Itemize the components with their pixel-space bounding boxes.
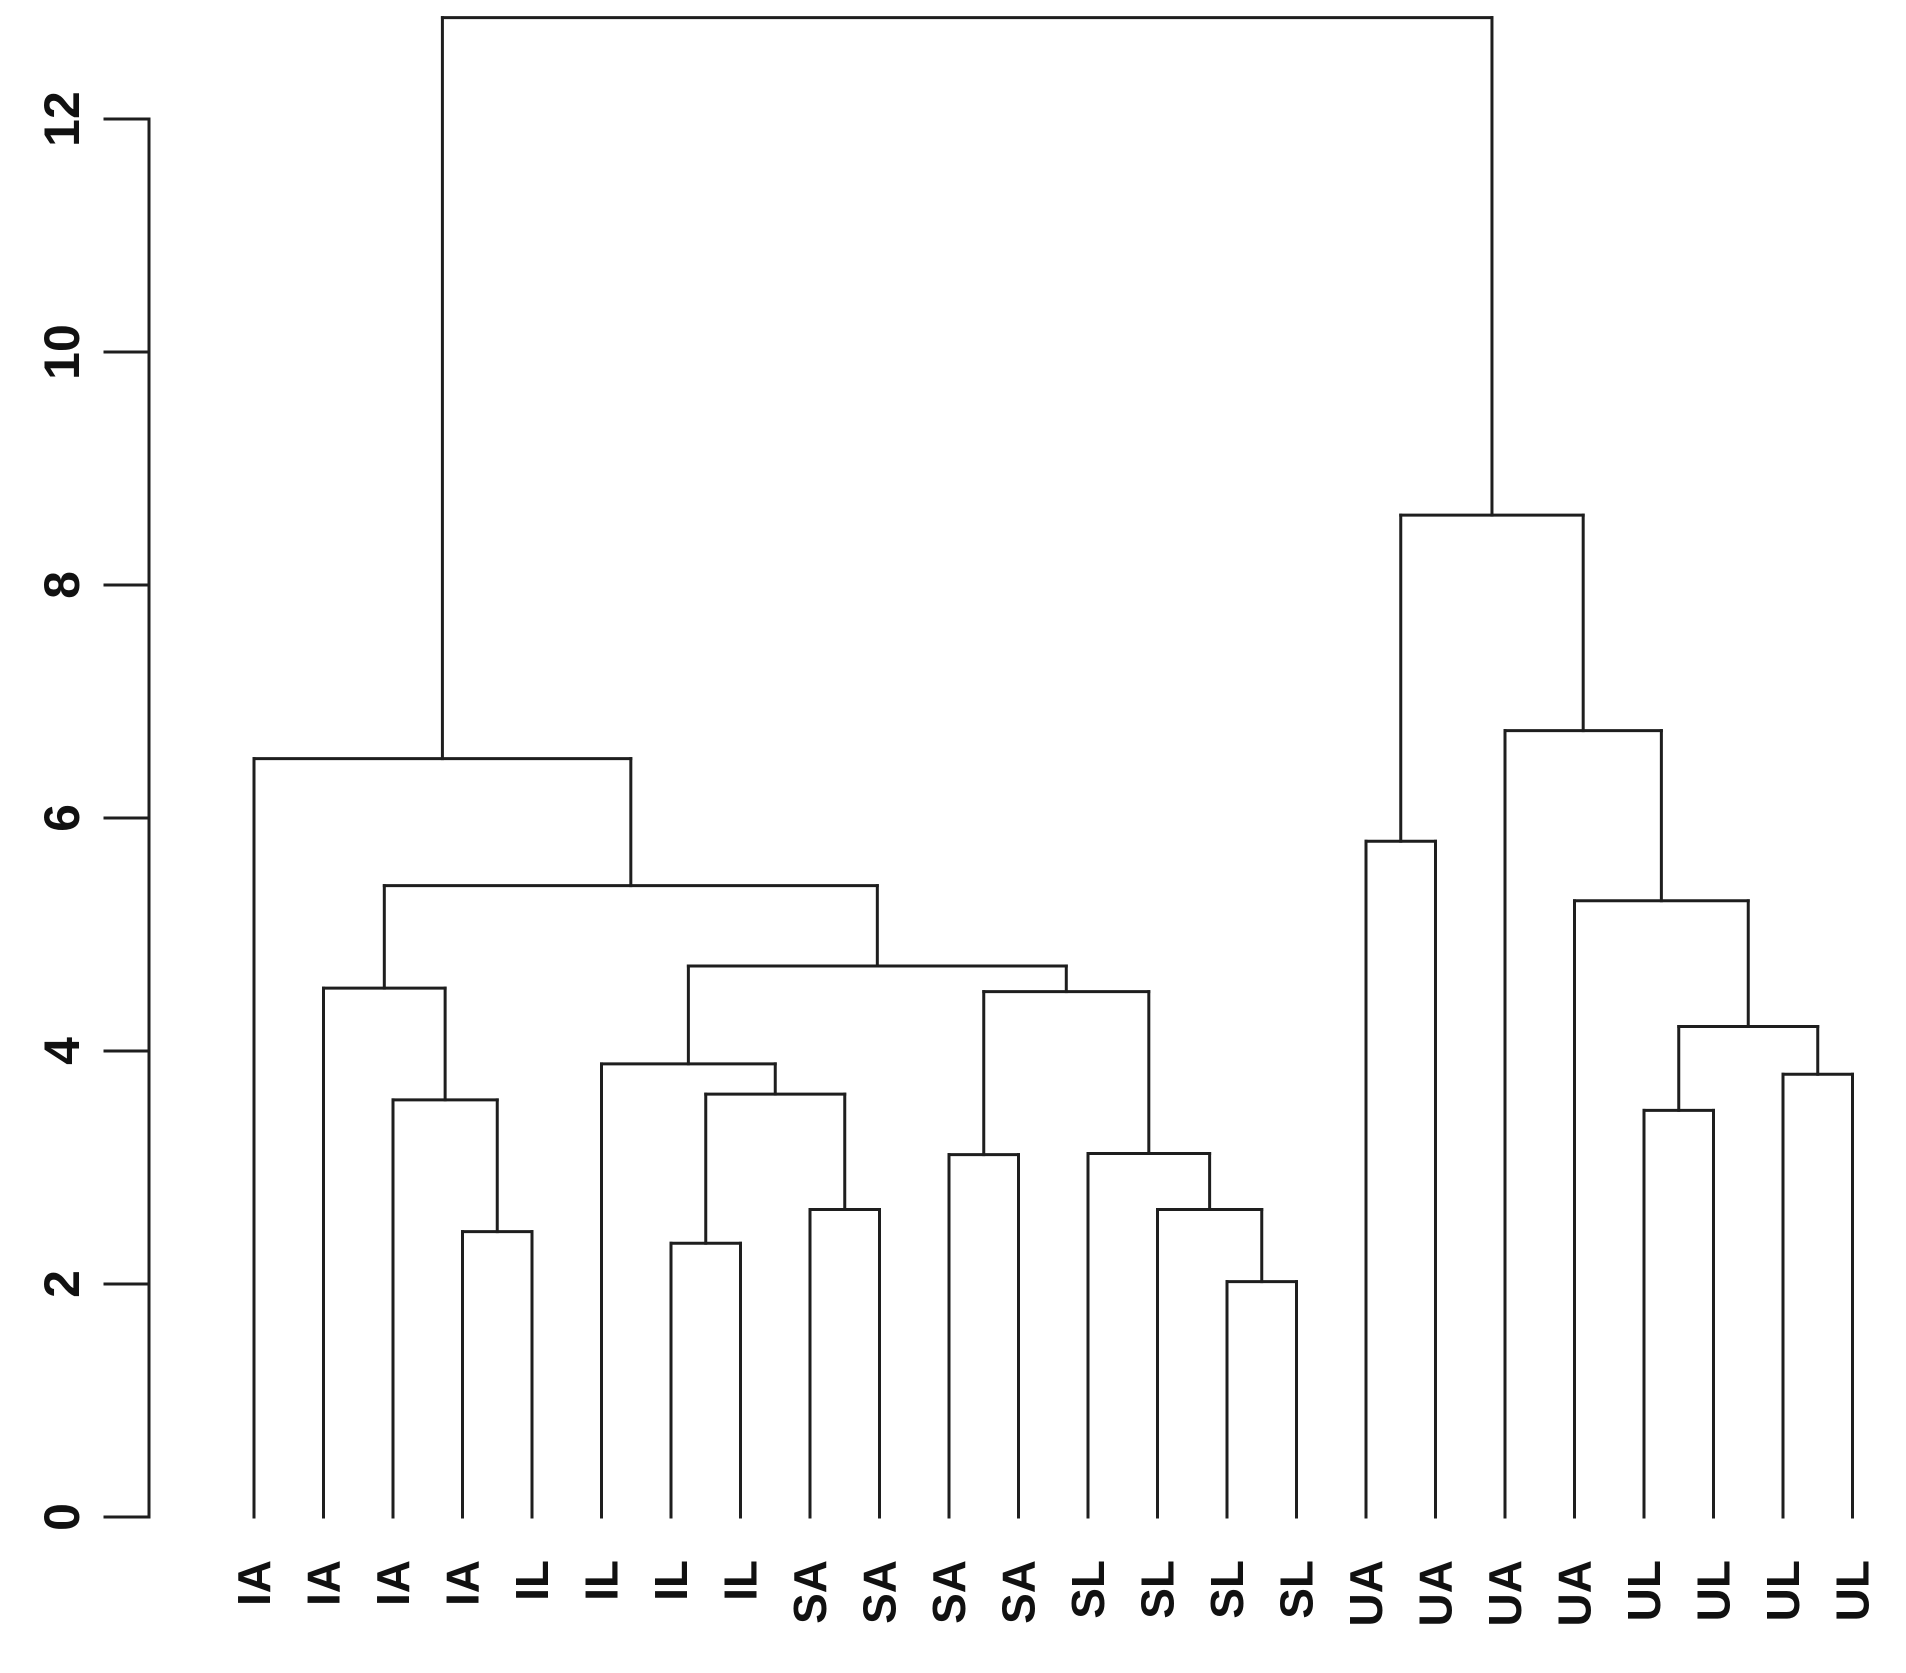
leaf-label: UA: [1479, 1560, 1531, 1626]
y-tick-label: 10: [34, 324, 90, 380]
leaf-label: UA: [1549, 1560, 1601, 1626]
y-tick-label: 2: [34, 1270, 90, 1298]
leaf-label: UL: [1688, 1560, 1740, 1621]
leaf-label: SA: [854, 1560, 906, 1624]
leaf-label: IA: [367, 1560, 419, 1606]
leaf-label: SA: [784, 1560, 836, 1624]
leaf-label: SL: [1271, 1560, 1323, 1619]
leaf-label: IL: [715, 1560, 767, 1601]
leaf-label: IL: [645, 1560, 697, 1601]
y-tick-label: 0: [34, 1503, 90, 1531]
y-axis: 0 2 4 6 8 10 12: [34, 91, 151, 1531]
leaf-label: IA: [298, 1560, 350, 1606]
leaf-label: UA: [1410, 1560, 1462, 1626]
leaf-label: IA: [228, 1560, 280, 1606]
leaf-labels: IA IA IA IA IL IL IL IL SA SA SA SA SL SL SL SL UA UA UA UA…: [228, 1560, 1879, 1626]
y-tick-label: 8: [34, 571, 90, 599]
y-tick-label: 12: [34, 91, 90, 147]
leaf-label: SL: [1132, 1560, 1184, 1619]
leaf-label: SL: [1201, 1560, 1253, 1619]
leaf-label: UL: [1618, 1560, 1670, 1621]
y-tick-label: 4: [34, 1037, 90, 1065]
leaf-label: UA: [1340, 1560, 1392, 1626]
leaf-label: IL: [576, 1560, 628, 1601]
dendrogram-links: [252, 16, 1854, 1519]
leaf-label: UL: [1827, 1560, 1879, 1621]
leaf-label: IL: [506, 1560, 558, 1601]
leaf-label: SL: [1062, 1560, 1114, 1619]
leaf-label: UL: [1757, 1560, 1809, 1621]
y-tick-label: 6: [34, 804, 90, 832]
leaf-label: SA: [923, 1560, 975, 1624]
leaf-label: IA: [437, 1560, 489, 1606]
leaf-label: SA: [993, 1560, 1045, 1624]
